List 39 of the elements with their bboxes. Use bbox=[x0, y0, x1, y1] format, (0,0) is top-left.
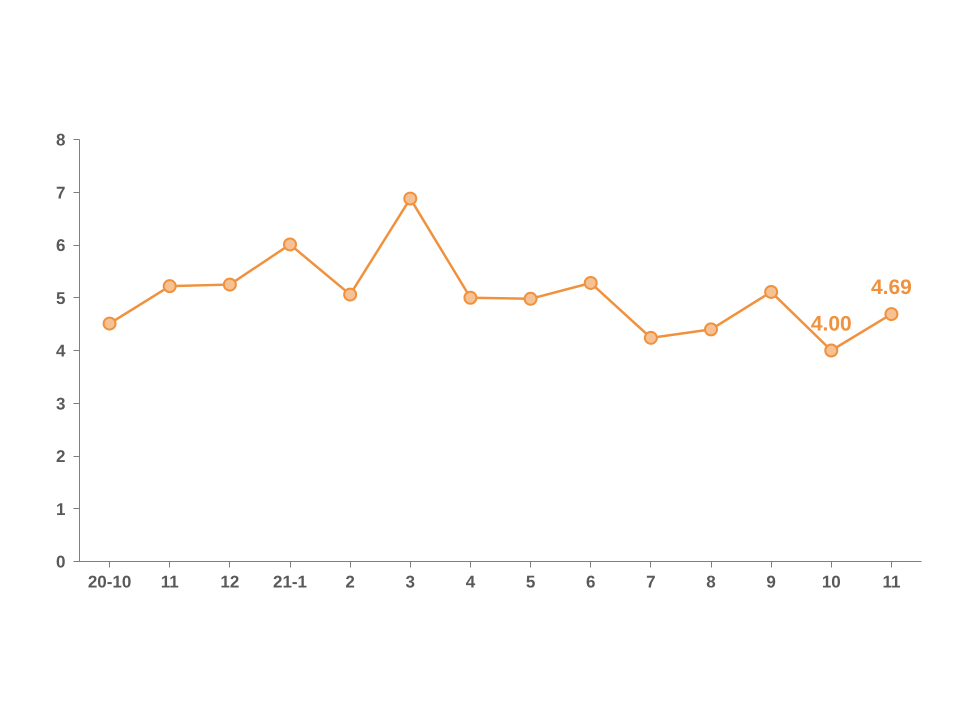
point bbox=[222, 278, 237, 292]
y-tick-label: 3 bbox=[56, 394, 66, 414]
x-tick-label: 10 bbox=[822, 572, 841, 592]
point bbox=[884, 307, 898, 322]
x-tick-label: 5 bbox=[526, 572, 536, 592]
point bbox=[824, 344, 838, 358]
x-tick-label: 12 bbox=[220, 572, 240, 592]
y-tick-label: 8 bbox=[56, 130, 66, 150]
x-tick-label: 6 bbox=[586, 572, 596, 592]
point bbox=[162, 279, 177, 294]
x-tick-label: 8 bbox=[706, 572, 716, 592]
x-tick-label: 3 bbox=[406, 572, 416, 592]
x-tick-label: 11 bbox=[160, 572, 179, 592]
point bbox=[102, 316, 117, 331]
point bbox=[343, 288, 358, 302]
y-tick-label: 1 bbox=[56, 500, 66, 519]
y-tick-label: 2 bbox=[56, 447, 66, 466]
point bbox=[283, 237, 297, 252]
x-tick-label: 2 bbox=[345, 572, 355, 592]
point bbox=[704, 322, 718, 336]
point bbox=[644, 330, 658, 345]
point bbox=[584, 276, 598, 290]
y-tick-label: 7 bbox=[56, 183, 66, 202]
x-tick-label: 4 bbox=[466, 572, 476, 592]
x-tick-label: 7 bbox=[646, 572, 656, 592]
y-tick-label: 5 bbox=[56, 288, 66, 308]
y-tick-label: 6 bbox=[56, 236, 66, 255]
y-tick-label: 0 bbox=[56, 552, 66, 572]
y-tick-label: 4 bbox=[56, 342, 66, 360]
data-label: 4.69 bbox=[870, 276, 912, 300]
data-label: 4.00 bbox=[810, 312, 852, 336]
x-tick-label: 21-1 bbox=[272, 572, 308, 592]
x-tick-label: 11 bbox=[882, 572, 900, 592]
x-tick-label: 20-10 bbox=[88, 572, 132, 592]
x-tick-label: 9 bbox=[766, 572, 776, 592]
point bbox=[524, 292, 538, 306]
point bbox=[764, 284, 778, 299]
point bbox=[463, 290, 478, 305]
point bbox=[403, 192, 418, 206]
